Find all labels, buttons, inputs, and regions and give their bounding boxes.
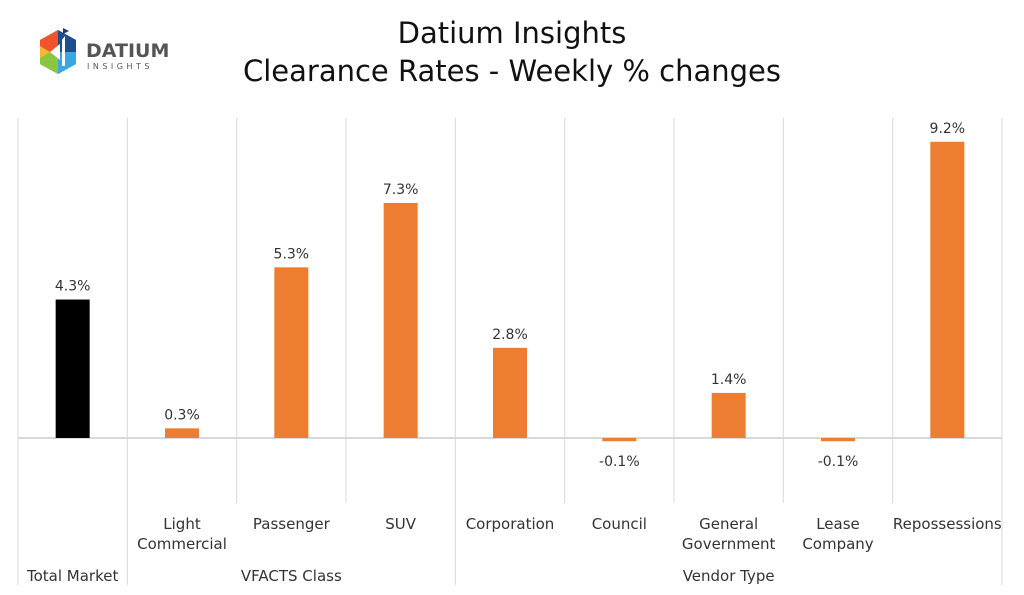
bar-suv — [383, 202, 418, 438]
bar-passenger — [274, 267, 309, 438]
group-label: VFACTS Class — [241, 567, 342, 585]
category-label: SUV — [385, 515, 417, 533]
data-label: 2.8% — [492, 327, 528, 343]
data-label: 9.2% — [930, 121, 966, 137]
data-label: 0.3% — [164, 407, 200, 423]
bar-corporation — [493, 347, 527, 438]
logo-sub: INSIGHTS — [87, 62, 153, 71]
data-label: 4.3% — [55, 279, 91, 295]
category-label: Government — [682, 535, 776, 553]
bar-repossessions — [930, 141, 965, 438]
category-label: General — [699, 515, 758, 533]
category-label: Council — [592, 515, 647, 533]
data-label: -0.1% — [818, 454, 859, 470]
data-label: 1.4% — [711, 372, 747, 388]
category-label: Commercial — [137, 535, 227, 553]
bar-general-government — [711, 392, 746, 438]
category-label: Passenger — [253, 515, 331, 533]
category-label: Corporation — [466, 515, 555, 533]
data-label: -0.1% — [599, 454, 640, 470]
category-label: Repossessions — [893, 515, 1002, 533]
category-label: Total Market — [26, 567, 118, 585]
chart-title-block: Datium Insights Clearance Rates - Weekly… — [0, 14, 1024, 90]
bar-light-commercial — [165, 428, 199, 438]
chart-title: Datium Insights — [397, 16, 627, 50]
chart-subtitle: Clearance Rates - Weekly % changes — [242, 54, 781, 88]
logo-name: DATIUM — [86, 40, 169, 62]
datium-logo: DATIUM INSIGHTS — [40, 28, 169, 74]
bar-total-market — [55, 299, 90, 438]
logo-hexagon-icon — [40, 28, 76, 74]
category-label: Company — [802, 535, 873, 553]
data-label: 5.3% — [274, 246, 310, 262]
group-label: Vendor Type — [683, 567, 775, 585]
bar-lease-company — [821, 438, 855, 442]
category-label: Lease — [816, 515, 860, 533]
data-label: 7.3% — [383, 182, 419, 198]
category-label: Light — [163, 515, 201, 533]
bar-council — [602, 438, 637, 442]
